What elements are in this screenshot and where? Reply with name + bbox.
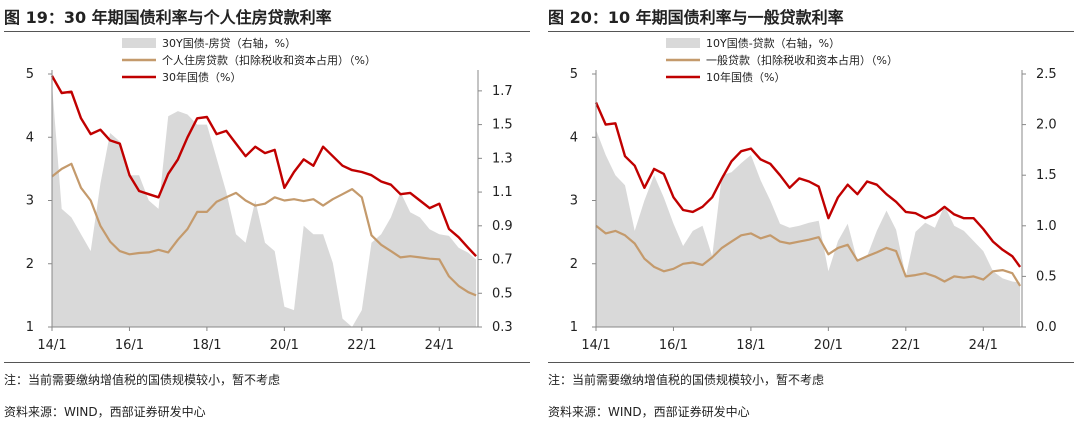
title-divider xyxy=(4,31,530,32)
x-tick-label: 18/1 xyxy=(736,338,765,353)
y-tick-label-right: 0.3 xyxy=(492,320,513,335)
y-tick-label-right: 0.9 xyxy=(492,219,513,234)
chart-note: 注：当前需要缴纳增值税的国债规模较小，暂不考虑 xyxy=(548,373,825,387)
y-tick-label-left: 3 xyxy=(26,194,34,209)
chart-svg: 1 2 3 4 5 0.0 0.5 1.0 1.5 2.0 2.5 14/1 16/1 18/1 20/1 2… xyxy=(570,36,1057,353)
y-tick-label-right: 0.5 xyxy=(492,286,513,301)
y-tick-label-right: 0.7 xyxy=(492,253,513,268)
x-tick-label: 20/1 xyxy=(814,338,843,353)
y-tick-label-right: 1.5 xyxy=(1036,168,1057,183)
line-series-bond-yield xyxy=(50,75,477,258)
y-tick-label-left: 4 xyxy=(26,130,34,145)
y-tick-label-right: 1.7 xyxy=(492,84,513,99)
y-tick-label-left: 4 xyxy=(570,130,578,145)
y-tick-label-left: 5 xyxy=(570,67,578,82)
y-tick-label-left: 2 xyxy=(26,257,34,272)
y-tick-label-right: 2.5 xyxy=(1036,67,1057,82)
chart-svg: 1 2 3 4 5 0.3 0.5 0.7 0.9 1.1 1.3 1.5 1.7 14/1 16/1 18/… xyxy=(26,36,513,353)
x-tick-label: 18/1 xyxy=(192,338,221,353)
legend-label: 10年国债（%） xyxy=(706,70,785,84)
chart-panel-right: 图 20：10 年期国债利率与一般贷款利率 1 2 3 4 5 0.0 0.5 1.0 1.5 2… xyxy=(548,0,1078,422)
line-series-bond-yield xyxy=(594,102,1022,268)
x-tick-label: 22/1 xyxy=(347,338,376,353)
y-tick-label-right: 1.0 xyxy=(1036,219,1057,234)
y-tick-label-right: 1.3 xyxy=(492,151,513,166)
bottom-divider xyxy=(548,362,1074,363)
y-tick-label-right: 2.0 xyxy=(1036,118,1057,133)
legend-label: 30年国债（%） xyxy=(162,70,241,84)
y-tick-label-right: 1.1 xyxy=(492,185,513,200)
y-tick-label-left: 5 xyxy=(26,67,34,82)
chart-title: 图 20：10 年期国债利率与一般贷款利率 xyxy=(548,8,844,27)
x-tick-label: 14/1 xyxy=(581,338,610,353)
x-tick-label: 14/1 xyxy=(37,338,66,353)
x-tick-label: 24/1 xyxy=(969,338,998,353)
y-tick-label-left: 1 xyxy=(570,320,578,335)
bottom-divider xyxy=(4,362,530,363)
x-tick-label: 16/1 xyxy=(659,338,688,353)
legend-label: 个人住房贷款（扣除税收和资本占用）（%） xyxy=(162,53,376,67)
x-tick-label: 20/1 xyxy=(270,338,299,353)
y-tick-label-left: 3 xyxy=(570,194,578,209)
y-tick-label-left: 1 xyxy=(26,320,34,335)
legend-label: 30Y国债-房贷（右轴，%） xyxy=(162,36,296,50)
legend-swatch-area xyxy=(666,38,700,48)
x-tick-label: 16/1 xyxy=(115,338,144,353)
area-series-spread xyxy=(52,84,477,327)
x-tick-label: 24/1 xyxy=(425,338,454,353)
legend-swatch-area xyxy=(122,38,156,48)
line-series-loan-rate xyxy=(51,162,477,297)
area-series-spread xyxy=(596,129,1021,327)
y-tick-label-right: 1.5 xyxy=(492,118,513,133)
y-tick-label-left: 2 xyxy=(570,257,578,272)
x-tick-label: 22/1 xyxy=(891,338,920,353)
title-divider xyxy=(548,31,1074,32)
chart-source: 资料来源：WIND，西部证券研发中心 xyxy=(4,405,206,419)
chart-panel-left: 图 19：30 年期国债利率与个人住房贷款利率 1 2 3 4 5 0.3 0.5 0.7 0.… xyxy=(4,0,534,422)
legend-label: 10Y国债-贷款（右轴，%） xyxy=(706,36,840,50)
y-tick-label-right: 0.5 xyxy=(1036,269,1057,284)
chart-title: 图 19：30 年期国债利率与个人住房贷款利率 xyxy=(4,8,332,27)
line-series-loan-rate xyxy=(595,224,1022,287)
chart-note: 注：当前需要缴纳增值税的国债规模较小，暂不考虑 xyxy=(4,373,281,387)
chart-source: 资料来源：WIND，西部证券研发中心 xyxy=(548,405,750,419)
legend-label: 一般贷款（扣除税收和资本占用）（%） xyxy=(706,53,898,67)
y-tick-label-right: 0.0 xyxy=(1036,320,1057,335)
